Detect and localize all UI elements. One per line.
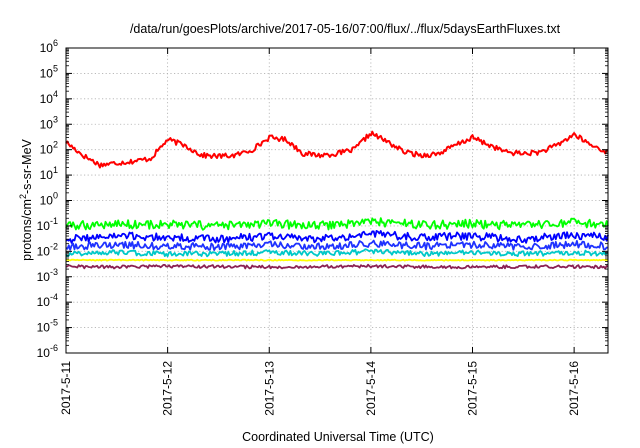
x-tick-label: 2017-5-13	[262, 361, 276, 416]
x-tick-label: 2017-5-14	[364, 361, 378, 416]
x-tick-label: 2017-5-16	[567, 361, 581, 416]
x-tick-label: 2017-5-15	[466, 361, 480, 416]
series-line-1	[65, 130, 609, 169]
series-line-7	[65, 263, 609, 270]
grid	[65, 48, 608, 353]
series-line-2	[65, 217, 609, 231]
y-tick-label: 102	[40, 140, 58, 157]
y-axis-title: protons/cm2-s-sr-MeV	[18, 138, 34, 260]
x-axis-title: Coordinated Universal Time (UTC)	[242, 430, 434, 444]
y-tick-label: 100	[40, 191, 58, 208]
y-tick-label: 10-3	[37, 267, 58, 284]
y-axis-ticks: 10-6 10-5 10-4 10-3 10-2 10-1 100 101 102 103 104 1…	[37, 38, 608, 360]
y-tick-label: 10-4	[37, 292, 58, 309]
y-tick-label: 10-5	[37, 318, 58, 335]
x-tick-label: 2017-5-12	[161, 361, 175, 416]
chart-title: /data/run/goesPlots/archive/2017-05-16/0…	[130, 22, 561, 36]
series-line-4	[65, 239, 609, 252]
y-tick-label: 10-2	[37, 241, 58, 258]
y-tick-label: 106	[40, 38, 58, 55]
y-tick-label: 10-6	[37, 343, 58, 360]
y-axis-title-sup: 2	[18, 194, 28, 199]
y-tick-label: 101	[40, 165, 58, 182]
y-axis-title-pre: protons/cm	[20, 199, 34, 261]
y-axis-title-post: -s-sr-MeV	[20, 138, 34, 194]
series-line-5	[65, 248, 609, 258]
y-tick-label: 104	[40, 89, 58, 106]
y-tick-label: 105	[40, 63, 58, 80]
series-group	[65, 130, 609, 270]
y-tick-label: 103	[40, 114, 58, 131]
y-tick-label: 10-1	[37, 216, 58, 233]
x-axis-ticks: 2017-5-11 2017-5-12 2017-5-13 2017-5-14 2017…	[59, 48, 581, 416]
series-line-3	[65, 229, 609, 244]
series-line-6	[65, 258, 609, 262]
x-tick-label: 2017-5-11	[59, 361, 73, 415]
